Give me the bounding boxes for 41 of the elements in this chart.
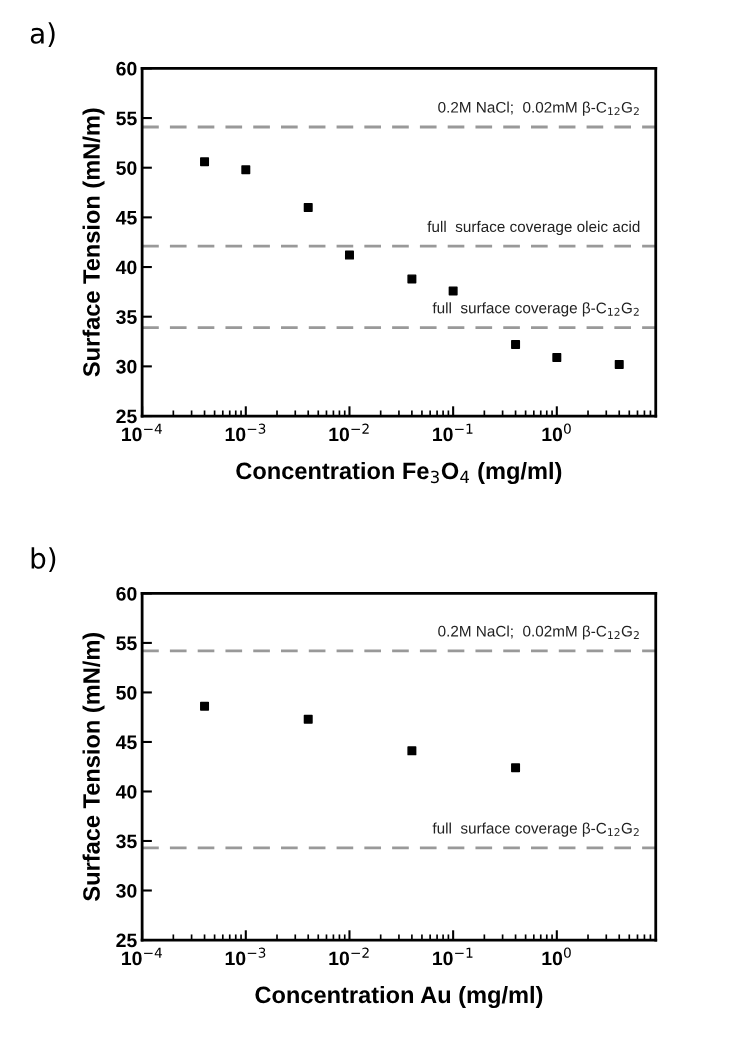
- ref-line-label: 0.2M NaCl; 0.02mM β-C$_{12}$G$_{2}$: [438, 101, 639, 116]
- x-tick-label: 10$^{0}$: [542, 947, 571, 966]
- ref-line-label: full surface coverage oleic acid: [427, 220, 640, 236]
- y-tick-label: 35: [116, 834, 137, 849]
- ref-line-label: full surface coverage β-C$_{12}$G$_{2}$: [432, 302, 639, 317]
- y-tick-label: 55: [116, 111, 137, 126]
- y-tick-label: 50: [116, 161, 137, 175]
- x-tick-label: 10$^{−2}$: [329, 947, 369, 966]
- y-tick-label: 45: [115, 735, 137, 750]
- y-tick-label: 40: [115, 260, 137, 275]
- point: [303, 714, 313, 724]
- chart-title: b): [31, 547, 56, 573]
- ref-line-label: 0.2M NaCl; 0.02mM β-C$_{12}$G$_{2}$: [438, 625, 639, 640]
- x-tick-label: 10$^{−1}$: [433, 423, 473, 442]
- y-axis-title: Surface Tension (mN/m): [82, 632, 105, 901]
- x-tick-label: 10$^{−2}$: [329, 423, 369, 442]
- y-tick-label: 25: [116, 933, 137, 948]
- y-tick-label: 30: [116, 359, 137, 374]
- ref-line-label: full surface coverage β-C$_{12}$G$_{2}$: [432, 822, 639, 837]
- y-tick-label: 45: [115, 211, 137, 225]
- y-axis-title: Surface Tension (mN/m): [82, 108, 105, 377]
- y-tick-label: 40: [115, 784, 137, 799]
- point: [511, 763, 521, 773]
- y-tick-label: 55: [116, 636, 137, 651]
- x-tick-label: 10$^{−3}$: [225, 423, 266, 442]
- y-tick-label: 60: [116, 61, 137, 76]
- chart-title: a): [30, 22, 55, 48]
- y-tick-label: 50: [116, 685, 137, 700]
- y-tick-label: 25: [116, 409, 137, 424]
- x-tick-label: 10$^{−3}$: [225, 947, 266, 966]
- x-axis-title: Concentration Fe$_{3}$O$_{4}$ (mg/ml): [236, 461, 562, 485]
- x-axis-title: Concentration Au (mg/ml): [255, 985, 543, 1009]
- y-tick-label: 35: [116, 310, 137, 324]
- point: [200, 701, 210, 711]
- x-tick-label: 10$^{0}$: [542, 423, 571, 442]
- x-tick-label: 10$^{−1}$: [433, 947, 473, 966]
- y-tick-label: 30: [116, 883, 137, 898]
- x-tick-label: 10$^{−4}$: [122, 423, 162, 442]
- x-tick-label: 10$^{−4}$: [122, 947, 162, 966]
- point: [407, 746, 417, 756]
- y-tick-label: 60: [116, 586, 137, 601]
